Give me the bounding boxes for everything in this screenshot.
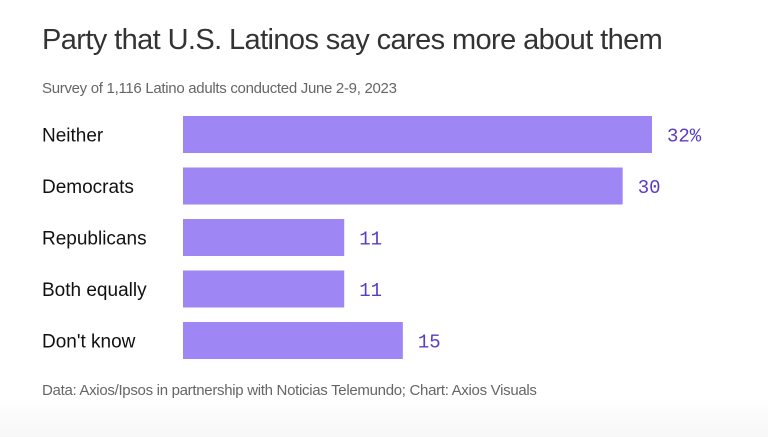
chart-subtitle: Survey of 1,116 Latino adults conducted … <box>42 80 397 97</box>
bar-republicans <box>183 219 345 256</box>
category-label-neither: Neither <box>42 126 104 147</box>
value-label-don-t-know: 15 <box>418 332 441 354</box>
bar-both-equally <box>183 270 345 308</box>
category-label-republicans: Republicans <box>42 229 147 250</box>
category-label-both-equally: Both equally <box>42 280 147 301</box>
value-label-democrats: 30 <box>638 177 661 199</box>
category-label-don-t-know: Don't know <box>42 332 136 353</box>
category-label-democrats: Democrats <box>42 177 134 198</box>
source-note: Data: Axios/Ipsos in partnership with No… <box>42 382 537 399</box>
bottom-fade <box>0 397 768 437</box>
value-label-neither: 32% <box>667 126 702 148</box>
value-label-republicans: 11 <box>359 229 382 251</box>
chart-title: Party that U.S. Latinos say cares more a… <box>42 24 663 56</box>
bar-don-t-know <box>183 322 403 359</box>
bar-democrats <box>183 167 623 205</box>
value-label-both-equally: 11 <box>359 280 382 302</box>
bar-neither <box>183 116 652 153</box>
